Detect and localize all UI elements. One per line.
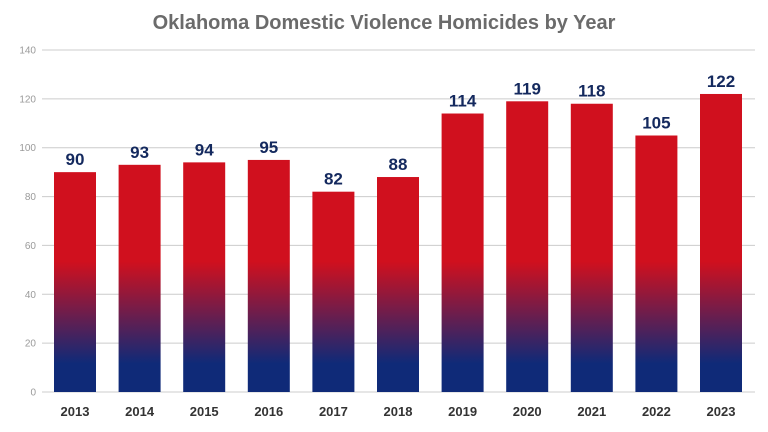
data-label-2020: 119	[513, 79, 540, 98]
bars	[54, 93, 742, 393]
data-label-2017: 82	[324, 170, 343, 189]
bar-2023	[700, 93, 742, 392]
bar-2022	[635, 135, 678, 392]
x-tick-label-2022: 2022	[642, 404, 671, 419]
y-tick-label: 0	[30, 388, 36, 399]
data-label-2014: 93	[130, 143, 149, 162]
x-tick-label-2017: 2017	[319, 404, 348, 419]
bar-2014	[118, 164, 161, 392]
x-tick-label-2015: 2015	[190, 404, 219, 419]
data-labels: 90 93 94 95 82 88 114 119 118 105 122	[66, 72, 736, 189]
x-tick-label-2023: 2023	[707, 404, 736, 419]
y-tick-label: 120	[19, 94, 36, 105]
x-tick-label-2019: 2019	[448, 404, 477, 419]
x-tick-label-2014: 2014	[125, 404, 155, 419]
y-tick-label: 40	[25, 290, 37, 301]
data-label-2021: 118	[578, 82, 605, 101]
data-label-2023: 122	[707, 72, 735, 91]
bar-2020	[506, 101, 549, 393]
y-tick-label: 20	[25, 339, 37, 350]
data-label-2013: 90	[66, 150, 85, 169]
x-tick-label-2018: 2018	[384, 404, 413, 419]
data-label-2018: 88	[389, 155, 408, 174]
bar-2016	[247, 159, 290, 392]
bar-2013	[54, 172, 96, 392]
data-label-2022: 105	[642, 114, 670, 133]
data-label-2015: 94	[195, 140, 214, 159]
x-tick-label-2016: 2016	[254, 404, 283, 419]
x-axis-ticks: 2013 2014 2015 2016 2017 2018 2019 2020 2021 2022…	[61, 404, 736, 419]
x-tick-label-2013: 2013	[61, 404, 90, 419]
bar-2018	[377, 177, 419, 392]
y-axis-ticks: 0 20 40 60 80 100 120 140	[19, 46, 36, 399]
y-tick-label: 80	[25, 192, 37, 203]
x-tick-label-2020: 2020	[513, 404, 542, 419]
bar-2017	[312, 191, 355, 392]
bar-2015	[183, 162, 226, 392]
chart-title: Oklahoma Domestic Violence Homicides by …	[152, 12, 616, 34]
x-tick-label-2021: 2021	[577, 404, 606, 419]
y-tick-label: 140	[19, 46, 36, 57]
data-label-2019: 114	[449, 92, 477, 111]
data-label-2016: 95	[259, 138, 278, 157]
y-tick-label: 100	[19, 143, 36, 154]
y-tick-label: 60	[25, 241, 37, 252]
bar-2021	[570, 103, 613, 392]
bar-2019	[441, 113, 484, 392]
